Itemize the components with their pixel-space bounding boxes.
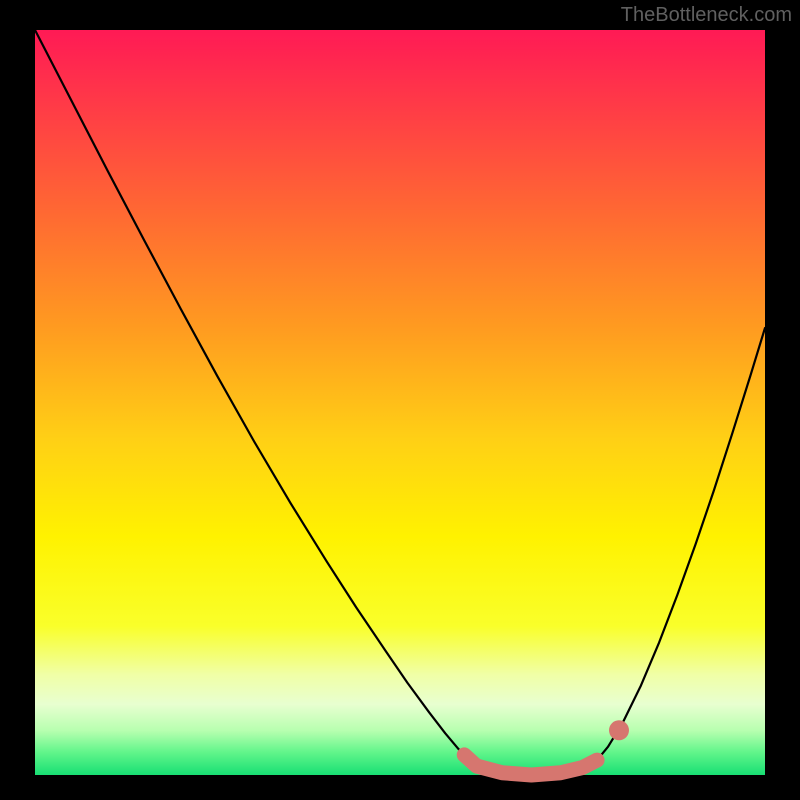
- bottleneck-chart: TheBottleneck.com: [0, 0, 800, 800]
- watermark-text: TheBottleneck.com: [621, 4, 792, 27]
- chart-svg: [0, 0, 800, 800]
